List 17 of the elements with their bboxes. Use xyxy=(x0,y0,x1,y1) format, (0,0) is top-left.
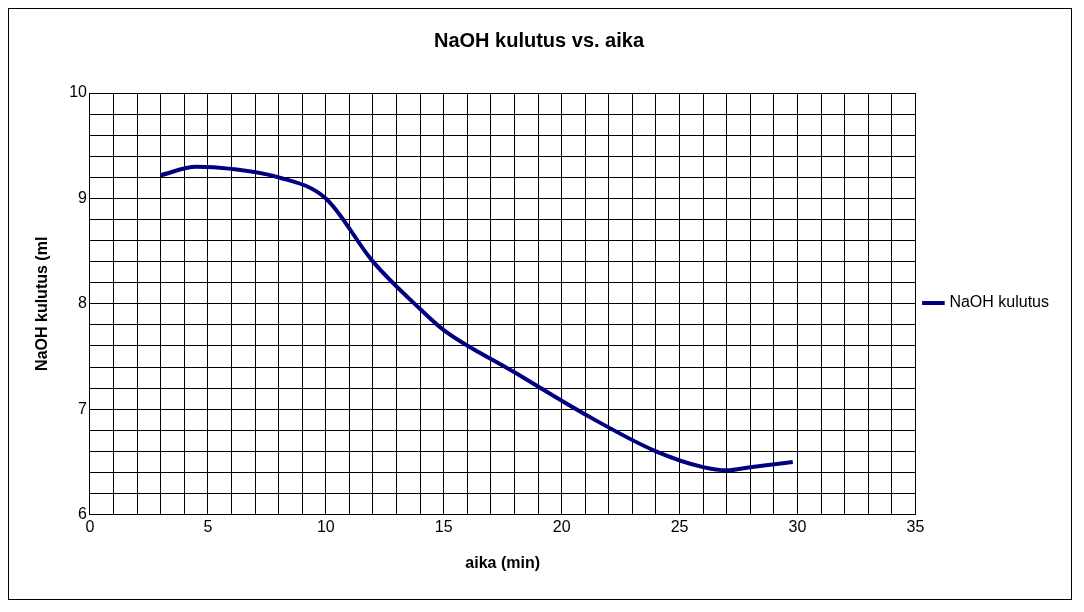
x-tick-label: 25 xyxy=(670,517,689,535)
y-tick-label: 10 xyxy=(69,83,88,101)
legend-label: NaOH kulutus xyxy=(949,293,1049,311)
y-axis-title: NaOH kulutus (ml xyxy=(33,236,51,371)
chart-title: NaOH kulutus vs. aika xyxy=(433,28,645,51)
x-tick-label: 30 xyxy=(788,517,807,535)
x-tick-label: 20 xyxy=(552,517,571,535)
y-tick-label: 8 xyxy=(78,294,88,312)
y-tick-label: 9 xyxy=(78,188,88,206)
x-tick-label: 5 xyxy=(203,517,213,535)
x-axis-title: aika (min) xyxy=(465,553,541,571)
x-tick-label: 35 xyxy=(906,517,925,535)
x-tick-label: 15 xyxy=(434,517,453,535)
x-tick-label: 0 xyxy=(85,517,95,535)
y-tick-label: 7 xyxy=(78,399,88,417)
x-tick-label: 10 xyxy=(316,517,335,535)
line-series xyxy=(158,164,795,473)
